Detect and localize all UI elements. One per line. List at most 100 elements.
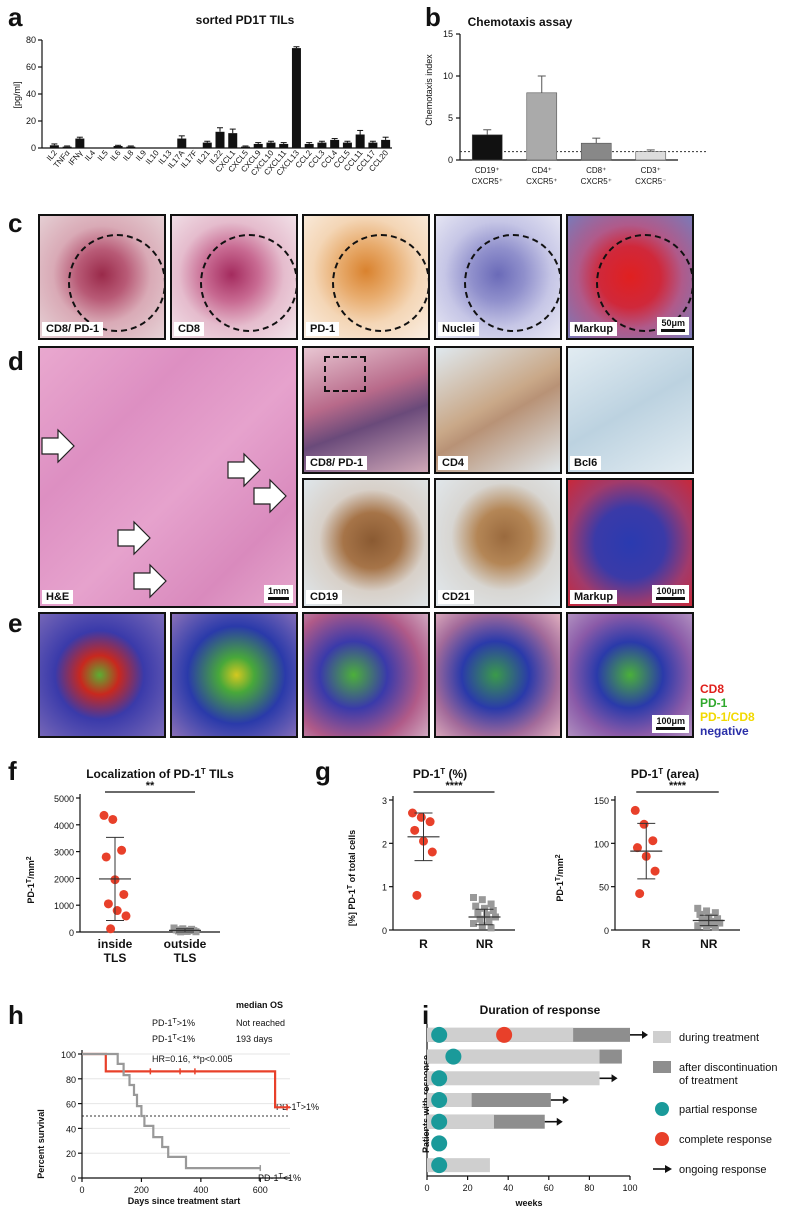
scale-bar-c: 50μm <box>657 317 689 335</box>
arrow-icon <box>133 563 167 599</box>
h-row2-value: 193 days <box>236 1034 273 1044</box>
x-tick-label: CXCR5⁻ <box>635 177 666 186</box>
image-d-label-5: CD19 <box>306 590 343 604</box>
legend-i: during treatment after discontinuationof … <box>653 1031 777 1176</box>
bar <box>580 142 612 161</box>
data-point <box>192 928 200 936</box>
x-tick-label: NR <box>700 937 718 951</box>
legend-label: partial response <box>679 1104 757 1116</box>
chart-a-title: sorted PD1T TILs <box>196 13 295 27</box>
legend-e-pd1: PD-1 <box>700 696 728 710</box>
bar <box>75 138 85 148</box>
data-point <box>472 902 480 910</box>
chart-g2-ylabel: PD-1T/mm2 <box>555 854 566 901</box>
data-point <box>183 927 191 935</box>
partial-response-marker <box>431 1113 448 1130</box>
bar <box>471 134 503 161</box>
x-tick-label: CXCR5⁺ <box>472 177 503 186</box>
x-tick-label: IL4 <box>83 148 97 163</box>
bar <box>342 142 352 148</box>
y-tick-label: 1 <box>382 883 387 893</box>
x-tick-label: CXCR5⁺ <box>526 177 557 186</box>
data-point <box>632 843 642 853</box>
bar <box>330 139 340 148</box>
legend-swatch-after <box>653 1061 671 1073</box>
legend-e-pd1-cd8: PD-1/CD8 <box>700 710 755 724</box>
data-point <box>648 836 658 846</box>
region-circle <box>68 234 164 332</box>
x-tick-label: 100 <box>622 1183 637 1193</box>
image-d-label-he: H&E <box>42 590 74 604</box>
y-tick-label: 4000 <box>54 821 74 831</box>
bar <box>253 143 263 148</box>
partial-response-marker <box>431 1070 448 1087</box>
h-row1-value: Not reached <box>236 1018 285 1028</box>
chart-a: sorted PD1T TILs [pg/ml] 020406080IL2TNF… <box>12 13 392 177</box>
data-point <box>694 904 702 912</box>
x-tick-label: IL8 <box>121 148 135 163</box>
h-stats-header: median OS <box>236 1000 283 1010</box>
x-tick-label: 60 <box>544 1183 554 1193</box>
image-c-pd1: PD-1 <box>302 214 430 340</box>
scale-bar-e: 100μm <box>652 715 689 733</box>
x-tick-label: R <box>642 937 651 951</box>
x-tick-label: CD8⁺ <box>586 166 606 175</box>
legend-marker-partial <box>655 1102 669 1116</box>
y-tick-label: 20 <box>66 1149 76 1159</box>
bar <box>177 138 187 148</box>
image-d-cd21: CD21 <box>434 478 562 608</box>
data-point <box>121 911 131 921</box>
y-tick-label: 1000 <box>54 901 74 911</box>
scale-bar-d-markup: 100μm <box>652 585 689 603</box>
inset-box <box>324 356 366 392</box>
y-tick-label: 60 <box>66 1100 76 1110</box>
data-point <box>101 852 111 862</box>
x-tick-label: 80 <box>584 1183 594 1193</box>
significance-label: **** <box>669 780 687 792</box>
bar <box>113 145 123 148</box>
y-tick-label: 0 <box>448 155 453 165</box>
data-point <box>416 812 426 822</box>
data-point <box>412 890 422 900</box>
region-circle <box>332 234 428 332</box>
chart-a-ylabel: [pg/ml] <box>12 81 22 108</box>
data-point <box>630 805 640 815</box>
arrow-icon <box>117 520 151 556</box>
arrow-icon <box>41 428 75 464</box>
legend-swatch-during <box>653 1031 671 1043</box>
x-tick-label: CD19⁺ <box>475 166 500 175</box>
h-row2-group: PD-1T<1% <box>152 1034 195 1045</box>
bar <box>635 151 667 161</box>
data-point <box>408 808 417 818</box>
panel-label-c: c <box>8 208 22 238</box>
bar <box>49 145 59 148</box>
chart-h-xlabel: Days since treatment start <box>128 1196 241 1206</box>
h-hazard-ratio: HR=0.16, **p<0.005 <box>152 1054 233 1064</box>
data-point <box>485 917 493 925</box>
x-tick-label: 20 <box>463 1183 473 1193</box>
partial-response-marker <box>431 1092 448 1108</box>
image-d-he: H&E 1mm <box>38 346 298 608</box>
x-tick-label: 0 <box>424 1183 429 1193</box>
data-point <box>478 896 486 904</box>
data-point <box>703 923 711 931</box>
data-point <box>112 906 122 916</box>
x-tick-label: R <box>419 937 428 951</box>
data-point <box>410 825 420 835</box>
bar-during-treatment <box>427 1049 600 1064</box>
x-tick-label: outside <box>164 937 207 951</box>
x-tick-label: IL6 <box>109 148 123 163</box>
x-tick-label: 200 <box>134 1185 149 1195</box>
chart-b-ylabel: Chemotaxis index <box>424 54 434 126</box>
bar <box>304 143 314 148</box>
chart-f-ylabel: PD-1T/mm2 <box>26 856 37 903</box>
y-tick-label: 0 <box>604 926 609 936</box>
image-c-cd8-pd1: CD8/ PD-1 <box>38 214 166 340</box>
y-tick-label: 0 <box>71 1174 76 1184</box>
data-point <box>714 915 722 923</box>
x-tick-label: NR <box>476 937 494 951</box>
chart-b-title: Chemotaxis assay <box>468 15 573 29</box>
arrow-icon <box>642 1030 648 1039</box>
chart-g2: PD-1T (area) PD-1T/mm2 0 50 100 150 R NR **** <box>555 767 740 951</box>
bar-during-treatment <box>427 1071 600 1086</box>
